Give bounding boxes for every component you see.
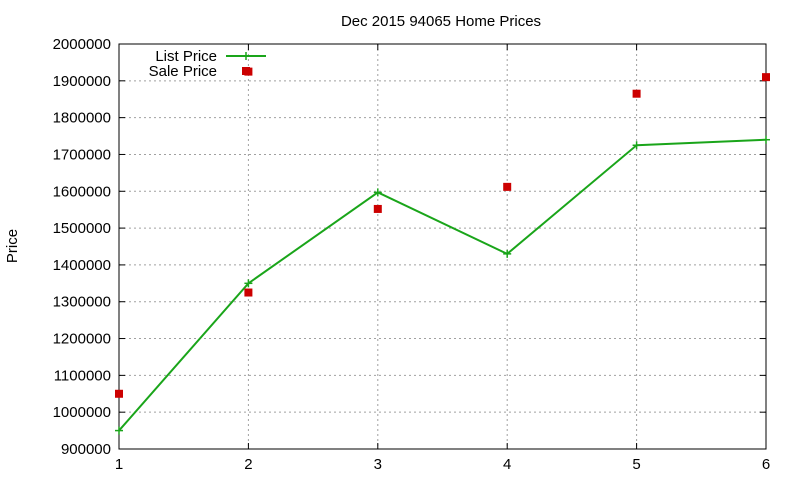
list-price-point bbox=[115, 426, 123, 435]
sale-price-point bbox=[373, 204, 382, 213]
sale-price-point bbox=[762, 73, 770, 82]
x-tick-label: 1 bbox=[115, 456, 123, 473]
y-tick-label: 1400000 bbox=[53, 257, 111, 274]
y-tick-label: 1700000 bbox=[53, 146, 111, 163]
list-price-point bbox=[632, 141, 641, 150]
plot-frame bbox=[118, 43, 767, 450]
y-axis-label: Price bbox=[4, 229, 21, 263]
list-price-point bbox=[503, 249, 512, 258]
sale-price-point bbox=[503, 182, 512, 191]
y-tick-label: 2000000 bbox=[53, 36, 111, 53]
axes: 900000 1000000 1100000 1200000 1300000 140000… bbox=[53, 36, 771, 473]
y-tick-label: 1100000 bbox=[54, 367, 111, 384]
x-tick-label: 6 bbox=[762, 456, 770, 473]
list-price-line bbox=[118, 138, 767, 432]
list-price-point bbox=[244, 279, 253, 288]
chart-title: Dec 2015 94065 Home Prices bbox=[341, 13, 541, 30]
list-price-point bbox=[373, 188, 382, 197]
y-tick-label: 1000000 bbox=[53, 404, 111, 421]
sale-price-point bbox=[115, 389, 123, 398]
sale-price-point bbox=[244, 288, 253, 297]
legend-label: List Price bbox=[155, 48, 217, 65]
y-tick-label: 1500000 bbox=[53, 220, 111, 237]
x-tick-label: 4 bbox=[503, 456, 511, 473]
y-tick-label: 1300000 bbox=[53, 294, 111, 311]
grid bbox=[119, 44, 766, 449]
x-tick-label: 2 bbox=[244, 456, 252, 473]
legend-square-swatch bbox=[242, 67, 250, 75]
legend-cross-swatch bbox=[242, 52, 250, 60]
y-tick-label: 1800000 bbox=[53, 110, 111, 127]
list-price-point bbox=[762, 135, 770, 144]
sale-price-point bbox=[632, 89, 641, 98]
y-tick-label: 1600000 bbox=[53, 183, 111, 200]
y-tick-label: 1900000 bbox=[53, 73, 111, 90]
y-tick-label: 1200000 bbox=[53, 331, 111, 348]
series bbox=[115, 67, 770, 435]
legend-label: Sale Price bbox=[149, 63, 217, 80]
y-tick-label: 900000 bbox=[61, 441, 111, 458]
x-tick-label: 5 bbox=[632, 456, 640, 473]
x-tick-label: 3 bbox=[374, 456, 382, 473]
